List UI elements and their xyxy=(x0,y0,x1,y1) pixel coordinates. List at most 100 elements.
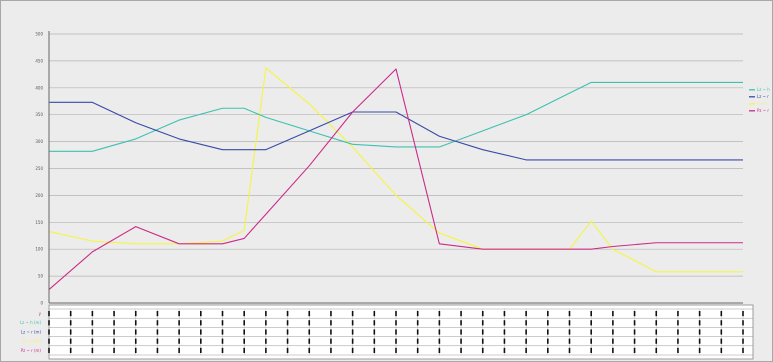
table-cell-mark xyxy=(503,338,506,344)
table-cell-mark xyxy=(200,329,202,335)
table-cell-mark xyxy=(373,320,376,326)
table-cell-mark xyxy=(547,329,549,335)
table-cell-mark xyxy=(69,338,72,344)
table-cell-mark xyxy=(113,338,115,344)
table-cell-mark xyxy=(677,311,679,317)
table-cell-mark xyxy=(590,347,592,353)
table-cell-mark xyxy=(568,347,571,353)
table-cell-mark xyxy=(265,311,267,317)
table-cell-mark xyxy=(178,320,180,326)
table-cell-mark xyxy=(395,338,397,344)
table-cell-mark xyxy=(48,320,50,326)
y-tick-label-0: 0 xyxy=(40,301,43,306)
table-row-label-0: y xyxy=(39,311,42,316)
table-cell-mark xyxy=(308,338,311,344)
table-cell-mark xyxy=(265,338,267,344)
table-cell-mark xyxy=(286,338,289,344)
table-cell-mark xyxy=(48,329,50,335)
table-cell-mark xyxy=(525,338,527,344)
table-cell-mark xyxy=(308,329,311,335)
table-cell-mark xyxy=(221,320,224,326)
table-cell-mark xyxy=(395,329,397,335)
y-axis-ticks: 0 50 100 150 200 250 300 350 400 450 500 xyxy=(35,32,43,306)
table-cells xyxy=(48,308,753,356)
table-cell-mark xyxy=(698,347,701,353)
y-tick-label-500: 500 xyxy=(35,32,43,37)
table-cell-mark xyxy=(113,311,115,317)
table-cell-mark xyxy=(308,320,311,326)
table-cell-mark xyxy=(91,338,94,344)
table-cell-mark xyxy=(351,329,354,335)
table-cell-mark xyxy=(243,338,245,344)
table-cell-mark xyxy=(698,311,701,317)
table-cell-mark xyxy=(677,329,679,335)
table-cell-mark xyxy=(91,311,94,317)
data-table xyxy=(48,304,754,360)
table-cell-mark xyxy=(525,347,527,353)
table-cell-mark xyxy=(243,329,245,335)
table-cell-mark xyxy=(698,338,701,344)
table-cell-mark xyxy=(460,311,462,317)
table-cell-mark xyxy=(373,329,376,335)
table-cell-mark xyxy=(178,338,180,344)
table-cell-mark xyxy=(460,329,462,335)
table-cell-mark xyxy=(677,320,679,326)
table-cell-mark xyxy=(547,347,549,353)
legend-label-3: Pz ~ r xyxy=(757,108,769,113)
series-line-navy xyxy=(49,101,743,161)
table-cell-mark xyxy=(438,320,441,326)
table-cell-mark xyxy=(113,347,115,353)
legend-label-2: n ~ r xyxy=(757,101,767,106)
table-cell-mark xyxy=(568,338,571,344)
table-cell-mark xyxy=(742,311,744,317)
table-cell-mark xyxy=(698,329,701,335)
table-cell-mark xyxy=(395,347,397,353)
legend-label-0: Lz ~ h xyxy=(757,87,770,92)
table-cell-mark xyxy=(48,311,50,317)
table-cell-mark xyxy=(655,320,658,326)
table-cell-mark xyxy=(156,347,159,353)
table-cell-mark xyxy=(69,329,72,335)
table-cell-mark xyxy=(91,347,94,353)
table-cell-mark xyxy=(633,347,636,353)
grid xyxy=(49,33,743,277)
table-cell-mark xyxy=(612,338,614,344)
table-cell-mark xyxy=(330,311,332,317)
table-cell-mark xyxy=(655,338,658,344)
table-cell-mark xyxy=(590,320,592,326)
table-cell-mark xyxy=(373,347,376,353)
y-tick-label-200: 200 xyxy=(35,193,43,198)
table-cell-mark xyxy=(69,311,72,317)
table-cell-mark xyxy=(590,311,592,317)
table-cell-mark xyxy=(742,320,744,326)
table-cell-mark xyxy=(200,338,202,344)
table-cell-mark xyxy=(547,311,549,317)
table-cell-mark xyxy=(351,311,354,317)
table-cell-mark xyxy=(742,338,744,344)
table-cell-mark xyxy=(200,311,202,317)
table-cell-mark xyxy=(243,311,245,317)
table-cell-mark xyxy=(200,320,202,326)
table-cell-mark xyxy=(568,311,571,317)
table-cell-mark xyxy=(416,338,419,344)
table-cell-mark xyxy=(134,329,137,335)
table-cell-mark xyxy=(481,338,484,344)
table-cell-mark xyxy=(221,338,224,344)
y-tick-label-50: 50 xyxy=(38,274,44,279)
table-row-label-4: Pz ~ r (m) xyxy=(21,348,42,353)
y-tick-label-350: 350 xyxy=(35,112,43,117)
table-cell-mark xyxy=(547,320,549,326)
table-cell-mark xyxy=(590,329,592,335)
table-cell-mark xyxy=(134,347,137,353)
table-cell-mark xyxy=(178,329,180,335)
table-cell-mark xyxy=(91,329,94,335)
table-cell-mark xyxy=(286,347,289,353)
table-cell-mark xyxy=(416,320,419,326)
table-cell-mark xyxy=(698,320,701,326)
series-lines xyxy=(48,67,743,290)
table-cell-mark xyxy=(156,338,159,344)
table-cell-mark xyxy=(351,320,354,326)
y-tick-label-100: 100 xyxy=(35,247,43,252)
table-cell-mark xyxy=(69,347,72,353)
